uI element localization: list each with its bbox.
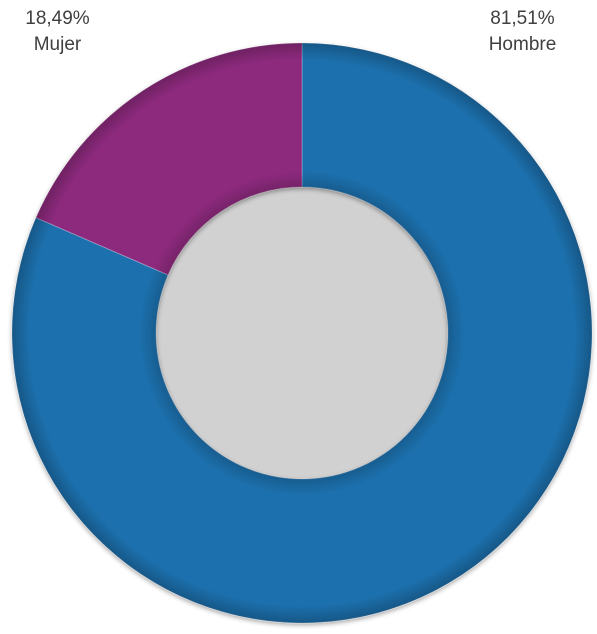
donut-slices	[11, 42, 593, 624]
data-label-mujer-category: Mujer	[33, 34, 82, 55]
data-label-hombre-value: 81,51%	[490, 8, 555, 29]
data-label-hombre-category: Hombre	[488, 34, 557, 55]
data-label-hombre: 81,51% Hombre	[470, 6, 575, 58]
data-label-mujer-value: 18,49%	[25, 8, 90, 29]
data-label-mujer: 18,49% Mujer	[10, 6, 105, 58]
